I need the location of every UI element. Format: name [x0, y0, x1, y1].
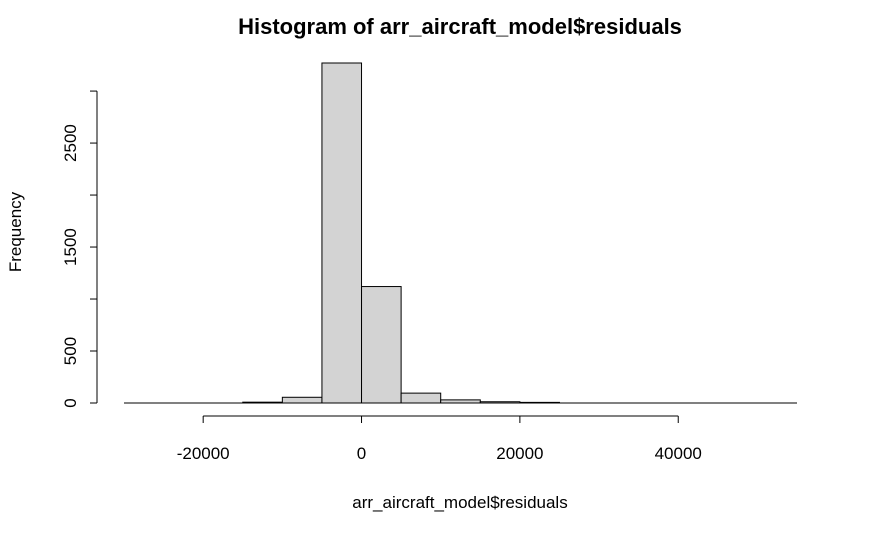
y-axis-label: Frequency — [6, 191, 25, 272]
bars-group — [124, 62, 797, 404]
x-axis-label: arr_aircraft_model$residuals — [352, 493, 567, 512]
histogram-bar — [321, 62, 363, 404]
y-tick-label: 500 — [61, 337, 80, 365]
y-tick-label: 2500 — [61, 124, 80, 162]
histogram-bar — [361, 286, 402, 404]
x-tick-label: 0 — [357, 444, 366, 463]
x-tick-label: -20000 — [177, 444, 230, 463]
histogram-bar — [281, 396, 323, 404]
y-tick-label: 0 — [61, 398, 80, 407]
x-tick-label: 40000 — [655, 444, 702, 463]
x-axis: -20000 0 20000 40000 — [177, 415, 702, 463]
y-tick-label: 1500 — [61, 228, 80, 266]
y-axis: 0 500 1500 2500 — [61, 90, 98, 408]
chart-title: Histogram of arr_aircraft_model$residual… — [238, 14, 682, 39]
histogram-bar — [400, 392, 442, 404]
x-tick-label: 20000 — [496, 444, 543, 463]
